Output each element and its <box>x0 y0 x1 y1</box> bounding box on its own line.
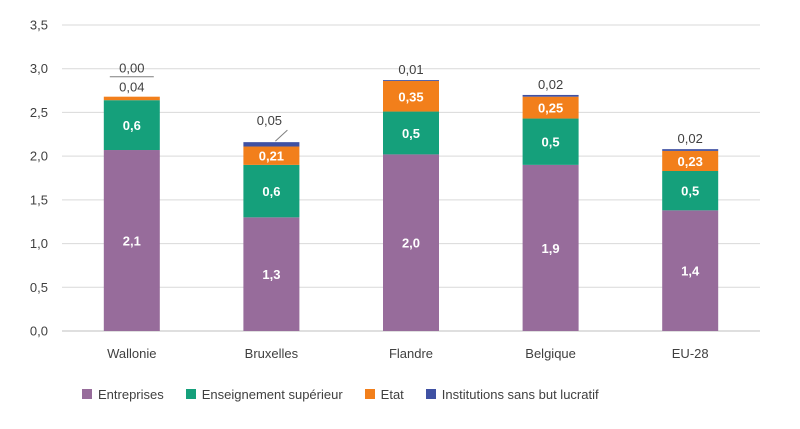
y-tick-label: 2,0 <box>30 149 48 164</box>
x-category-label: Bruxelles <box>245 346 299 361</box>
data-label: 0,01 <box>398 62 423 77</box>
data-label: 0,5 <box>402 126 420 141</box>
legend-item-institutions-sans-but-lucratif: Institutions sans but lucratif <box>425 386 599 402</box>
bar-segment <box>522 94 579 97</box>
y-tick-label: 2,5 <box>30 105 48 120</box>
bar-segment <box>243 146 300 165</box>
bar-segment <box>662 171 719 211</box>
data-label: 2,0 <box>402 236 420 251</box>
legend-item-etat: Etat <box>364 386 404 402</box>
x-category-label: Wallonie <box>107 346 156 361</box>
y-tick-label: 1,0 <box>30 236 48 251</box>
bar-segment <box>662 150 719 172</box>
x-category-label: Flandre <box>389 346 433 361</box>
bar-segment <box>383 80 439 81</box>
data-label: 0,5 <box>681 184 699 199</box>
data-label: 1,4 <box>681 264 700 279</box>
x-category-label: EU-28 <box>672 346 709 361</box>
data-label: 0,25 <box>538 101 563 116</box>
data-label: 0,04 <box>119 80 144 95</box>
x-category-label: Belgique <box>525 346 576 361</box>
bar-segment <box>522 164 579 331</box>
legend-label-enseignement-superieur: Enseignement supérieur <box>201 386 343 402</box>
chart-legend: Entreprises Enseignement supérieur Etat … <box>82 385 599 403</box>
legend-item-enseignement-superieur: Enseignement supérieur <box>185 386 343 402</box>
bar-segment <box>383 80 439 112</box>
legend-swatch-enseignement-superieur <box>185 389 196 399</box>
bar-segment <box>103 100 160 151</box>
legend-item-entreprises: Entreprises <box>82 387 164 402</box>
data-label: 0,35 <box>398 89 423 104</box>
bar-segment <box>243 164 300 218</box>
legend-label-institutions: Institutions sans but lucratif <box>441 386 599 402</box>
bar-segment <box>243 142 300 147</box>
legend-swatch-institutions <box>425 389 436 399</box>
bar-segment <box>103 96 160 101</box>
legend-label-entreprises: Entreprises <box>98 386 164 402</box>
data-label: 0,02 <box>678 131 703 146</box>
legend-swatch-entreprises <box>82 389 92 399</box>
data-label: 2,1 <box>123 234 141 249</box>
y-tick-label: 0,0 <box>30 324 48 339</box>
y-tick-label: 3,0 <box>30 61 48 76</box>
bar-segment <box>383 154 439 331</box>
data-label: 0,21 <box>259 149 284 164</box>
data-label: 0,23 <box>678 154 703 169</box>
bar-segment <box>522 118 579 165</box>
data-label: 0,6 <box>123 118 141 133</box>
data-label: 0,5 <box>542 135 560 150</box>
legend-label-etat: Etat <box>380 386 404 402</box>
bar-segment <box>522 96 579 119</box>
bar-segment <box>662 149 719 151</box>
data-label: 1,3 <box>262 267 280 282</box>
bar-segment <box>662 210 719 331</box>
data-label: 0,02 <box>538 77 563 92</box>
leader-line <box>275 129 288 142</box>
y-tick-label: 0,5 <box>30 280 48 295</box>
data-label: 0,05 <box>257 113 282 128</box>
bar-segment <box>383 111 439 155</box>
bar-segment <box>103 150 160 331</box>
bar-segment <box>243 217 300 331</box>
y-tick-label: 1,5 <box>30 192 48 207</box>
data-label: 1,9 <box>542 241 560 256</box>
y-tick-label: 3,5 <box>30 18 48 33</box>
data-label: 0,00 <box>119 61 144 76</box>
legend-swatch-etat <box>364 389 375 399</box>
data-label: 0,6 <box>262 184 280 199</box>
